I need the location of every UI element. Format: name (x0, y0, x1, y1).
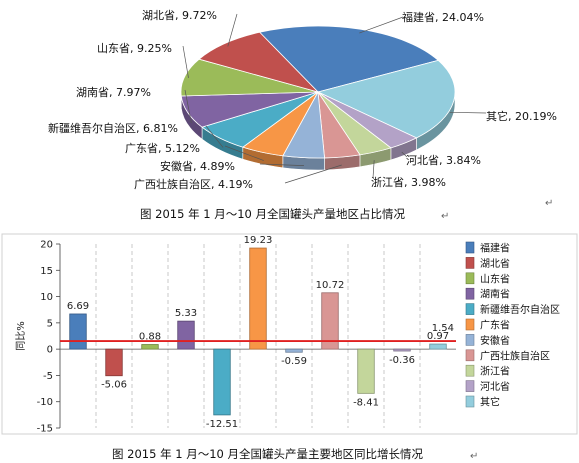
bar-chart: 20 15 10 5 0 -5 -10 -15 同比% 6.69 -5.06 0.88 5.33 -12… (1, 233, 578, 462)
legend-swatch-广西壮族自治区 (465, 349, 475, 362)
legend-label-河北省: 河北省 (480, 380, 510, 393)
legend-swatch-湖北省 (465, 257, 475, 269)
bar-湖南省 (177, 320, 195, 350)
bar-山东省 (141, 344, 159, 350)
bar-series (60, 247, 456, 416)
pie-slices (180, 25, 456, 171)
pie-leader-河北省 (401, 151, 408, 158)
y-axis-title: 同比% (15, 321, 27, 351)
y-tick-label: 20 (40, 240, 53, 251)
legend-swatch-河北省 (465, 380, 475, 392)
y-tick-label: -10 (37, 397, 53, 408)
y-tick-label: 15 (40, 266, 53, 277)
data-label-河北省: -0.36 (389, 355, 415, 366)
pie-label-福建省: 福建省, 24.04% (402, 10, 484, 24)
pie-caption-mark: ↵ (441, 211, 449, 222)
data-label-广东省: 19.23 (244, 235, 273, 246)
y-tick-label: -5 (43, 371, 53, 382)
legend-swatch-其它 (465, 395, 475, 408)
bar-其它 (429, 343, 447, 350)
pie-label-安徽省: 安徽省, 4.89% (160, 159, 235, 173)
bar-安徽省 (285, 348, 303, 353)
bar-广东省 (249, 247, 267, 350)
pie-caption: 图 2015 年 1 月～10 月全国罐头产量地区占比情况 (140, 207, 405, 221)
data-label-山东省: 0.88 (139, 332, 161, 343)
pie-leader-新疆维吾尔自治区 (205, 125, 224, 148)
bar-广西壮族自治区 (321, 292, 339, 350)
data-label-安徽省: -0.59 (281, 356, 307, 367)
pie-slice-山东省 (180, 58, 319, 97)
legend-label-广西壮族自治区: 广西壮族自治区 (480, 349, 550, 362)
pie-leader-安徽省 (259, 163, 304, 167)
data-label-福建省: 6.69 (67, 301, 89, 312)
y-tick-label: 0 (47, 345, 53, 356)
pie-label-新疆维吾尔自治区: 新疆维吾尔自治区, 6.81% (48, 121, 178, 135)
legend-swatch-新疆维吾尔自治区 (465, 303, 475, 315)
pie-label-湖北省: 湖北省, 9.72% (142, 9, 217, 22)
legend-swatch-广东省 (465, 318, 475, 331)
pie-leader-广西壮族自治区 (284, 164, 342, 184)
pie-slice-其它 (316, 59, 456, 139)
legend-swatch-安徽省 (465, 334, 475, 346)
legend-label-福建省: 福建省 (480, 242, 510, 255)
pie-slice-湖北省 (198, 31, 320, 93)
pie-top-faces (180, 25, 456, 159)
pie-leader-广东省 (224, 145, 264, 161)
pie-leader-山东省 (182, 45, 189, 78)
data-label-广西壮族自治区: 10.72 (316, 280, 345, 291)
y-tick-label: 10 (40, 292, 53, 303)
pie-label-广东省: 广东省, 5.12% (125, 142, 200, 155)
legend-swatch-山东省 (465, 272, 475, 285)
pie-leader-浙江省 (372, 160, 375, 179)
legend-label-湖北省: 湖北省 (480, 257, 510, 270)
bar-caption-mark: ↵ (470, 451, 478, 462)
bar-caption: 图 2015 年 1 月～10 月全国罐头产量主要地区同比增长情况 (112, 447, 423, 461)
pie-leader-其它 (449, 111, 487, 114)
data-label-浙江省: -8.41 (353, 397, 379, 408)
pie-slice-福建省 (258, 25, 440, 93)
pie-leader-福建省 (359, 16, 404, 34)
bar-福建省 (69, 313, 87, 350)
data-label-其它: 0.97 (427, 331, 449, 342)
legend-label-山东省: 山东省 (480, 272, 510, 285)
pie-chart: 福建省, 24.04% 其它, 20.19% 河北省, 3.84% 浙江省, 3.98… (48, 9, 557, 222)
reference-line-label: 1.54 (432, 323, 454, 334)
bar-data-labels: 6.69 -5.06 0.88 5.33 -12.51 19.23 -0.59 10.72 -8… (67, 235, 454, 430)
bar-新疆维吾尔自治区 (213, 348, 231, 416)
legend-swatch-浙江省 (465, 364, 475, 377)
bar-湖北省 (105, 348, 123, 377)
data-label-新疆维吾尔自治区: -12.51 (206, 419, 238, 430)
pie-leader-湖南省 (184, 89, 192, 124)
legend-swatch-福建省 (465, 241, 475, 254)
legend-label-广东省: 广东省 (480, 319, 510, 332)
pie-label-广西壮族自治区: 广西壮族自治区, 4.19% (134, 177, 253, 191)
legend-label-其它: 其它 (480, 396, 500, 409)
y-tick-label: -15 (37, 424, 53, 435)
pie-label-浙江省: 浙江省, 3.98% (371, 176, 446, 189)
bar-grid (95, 244, 421, 428)
pie-labels: 福建省, 24.04% 其它, 20.19% 河北省, 3.84% 浙江省, 3.98… (48, 9, 557, 191)
legend-swatch-湖南省 (465, 287, 475, 300)
pie-label-湖南省: 湖南省, 7.97% (76, 86, 151, 99)
bar-河北省 (393, 348, 411, 352)
pie-label-其它: 其它, 20.19% (486, 109, 557, 123)
bar-chart-frame (1, 233, 578, 435)
bar-浙江省 (357, 348, 375, 394)
pie-label-山东省: 山东省, 9.25% (97, 42, 172, 55)
legend-label-浙江省: 浙江省 (480, 365, 510, 378)
bar-legend: 福建省湖北省山东省湖南省新疆维吾尔自治区广东省安徽省广西壮族自治区浙江省河北省其… (465, 241, 560, 409)
data-label-湖北省: -5.06 (101, 380, 127, 391)
y-tick-label: 5 (47, 318, 53, 329)
pie-caption-mark-right: ↵ (545, 198, 553, 209)
data-label-湖南省: 5.33 (175, 308, 197, 319)
legend-label-安徽省: 安徽省 (480, 334, 510, 347)
legend-label-新疆维吾尔自治区: 新疆维吾尔自治区 (480, 303, 560, 316)
pie-label-河北省: 河北省, 3.84% (406, 154, 481, 167)
pie-leader-湖北省 (227, 13, 238, 47)
legend-label-湖南省: 湖南省 (480, 288, 510, 301)
